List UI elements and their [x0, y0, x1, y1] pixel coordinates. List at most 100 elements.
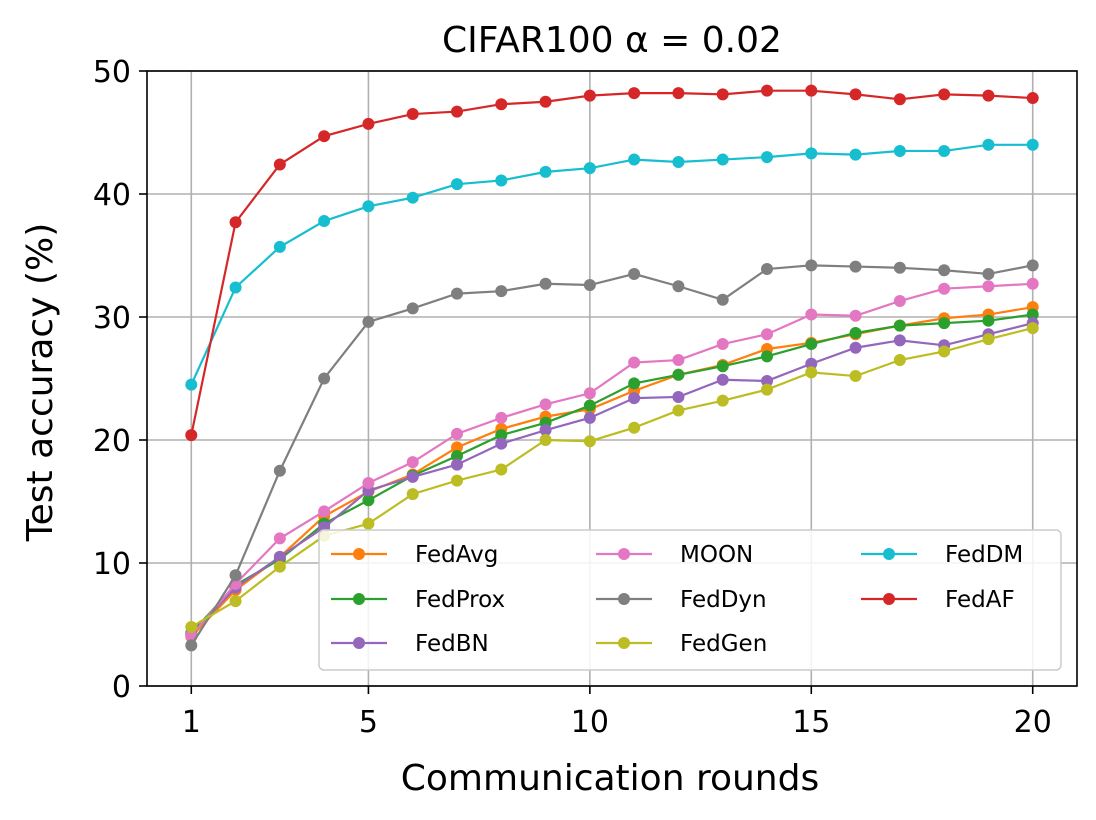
data-point-moon	[672, 354, 685, 367]
data-point-fedaf	[451, 105, 463, 118]
data-point-feddm	[273, 240, 286, 253]
legend-label-feddyn: FedDyn	[680, 587, 767, 613]
data-point-moon	[539, 398, 552, 411]
legend-box	[318, 529, 1062, 671]
data-point-fedbn	[539, 424, 552, 437]
data-point-fedaf	[982, 89, 995, 102]
data-point-fedbn	[893, 334, 906, 347]
data-point-fedbn	[716, 373, 729, 386]
plot-frame	[146, 70, 1078, 687]
data-point-fedprox	[495, 429, 508, 442]
data-point-feddm	[318, 215, 331, 228]
y-tick-label: 0	[112, 670, 131, 705]
data-point-fedgen	[893, 354, 906, 367]
data-point-moon	[495, 411, 508, 424]
data-point-fedprox	[761, 350, 773, 363]
data-point-fedaf	[761, 84, 773, 97]
data-point-fedprox	[716, 360, 729, 373]
chart-title: CIFAR100 α = 0.02	[442, 20, 782, 61]
data-point-moon	[938, 282, 951, 295]
series-line-fedaf	[190, 89, 1033, 436]
data-point-fedaf	[628, 87, 641, 100]
data-point-fedgen	[583, 435, 596, 448]
data-point-feddm	[672, 156, 685, 169]
data-point-feddyn	[716, 293, 729, 306]
y-tick-label: 20	[93, 424, 131, 459]
data-point-feddm	[583, 162, 596, 175]
data-point-fedprox	[805, 338, 818, 351]
x-tick-label: 1	[182, 705, 201, 740]
data-point-fedprox	[849, 326, 862, 339]
data-point-feddm	[982, 138, 995, 151]
data-point-fedaf	[893, 93, 906, 106]
data-point-moon	[893, 295, 906, 308]
data-point-fedaf	[805, 84, 818, 97]
series-line-moon	[190, 282, 1033, 637]
data-point-fedbn	[805, 357, 818, 370]
data-point-fedprox	[583, 399, 596, 412]
data-point-fedbn	[583, 411, 596, 424]
data-point-feddm	[849, 148, 862, 161]
data-point-fedbn	[672, 390, 685, 403]
data-point-feddm	[539, 165, 552, 178]
series-line-fedbn	[190, 322, 1033, 636]
data-point-fedaf	[583, 89, 596, 102]
data-point-feddm	[1026, 138, 1039, 151]
data-point-feddm	[495, 174, 508, 187]
data-point-fedaf	[1026, 92, 1039, 105]
data-point-fedgen	[451, 474, 463, 487]
data-point-fedaf	[185, 429, 198, 442]
data-point-fedprox	[451, 449, 463, 462]
data-point-fedgen	[938, 345, 951, 358]
data-point-fedgen	[849, 370, 862, 383]
data-point-fedbn	[406, 470, 419, 483]
data-point-fedgen	[539, 434, 552, 446]
data-point-moon	[761, 328, 773, 341]
legend-marker-fedprox	[353, 593, 365, 605]
data-point-fedprox	[893, 319, 906, 332]
legend-marker-fedgen	[618, 637, 630, 649]
data-point-moon	[1026, 277, 1039, 290]
data-point-fedprox	[1026, 308, 1039, 321]
legend-marker-fedbn	[353, 637, 365, 649]
data-point-feddm	[406, 191, 419, 204]
data-point-fedprox	[628, 377, 641, 390]
legend-label-moon: MOON	[680, 542, 753, 568]
data-point-fedgen	[185, 620, 198, 633]
data-point-moon	[982, 280, 995, 293]
data-point-fedprox	[982, 314, 995, 327]
data-point-fedaf	[849, 88, 862, 101]
data-point-fedbn	[495, 437, 508, 450]
data-point-feddyn	[1026, 259, 1039, 272]
data-point-fedprox	[938, 317, 951, 330]
data-point-feddyn	[451, 287, 463, 300]
data-point-fedaf	[318, 130, 331, 143]
data-point-feddm	[185, 378, 198, 391]
data-point-feddm	[938, 144, 951, 157]
data-point-fedbn	[628, 392, 641, 405]
data-point-feddyn	[406, 302, 419, 315]
y-tick-label: 30	[93, 301, 131, 336]
data-point-fedgen	[982, 333, 995, 346]
data-point-feddyn	[495, 285, 508, 298]
data-point-fedbn	[273, 550, 286, 563]
y-tick-label: 50	[93, 55, 131, 90]
data-point-moon	[849, 309, 862, 322]
x-tick-label: 5	[359, 705, 378, 740]
legend-marker-feddm	[883, 548, 895, 560]
data-point-feddm	[805, 147, 818, 160]
x-axis-label: Communication rounds	[401, 758, 819, 799]
legend-label-fedaf: FedAF	[945, 587, 1015, 613]
y-tick-label: 10	[93, 547, 131, 582]
data-point-feddyn	[362, 315, 375, 328]
data-point-fedgen	[495, 463, 508, 476]
data-point-feddyn	[672, 280, 685, 293]
legend-marker-fedaf	[883, 593, 895, 605]
data-point-feddyn	[893, 261, 906, 274]
data-point-feddm	[628, 153, 641, 166]
x-tick-label: 10	[571, 705, 609, 740]
data-point-feddm	[362, 200, 375, 213]
data-point-feddyn	[273, 464, 286, 477]
data-point-moon	[273, 532, 286, 545]
